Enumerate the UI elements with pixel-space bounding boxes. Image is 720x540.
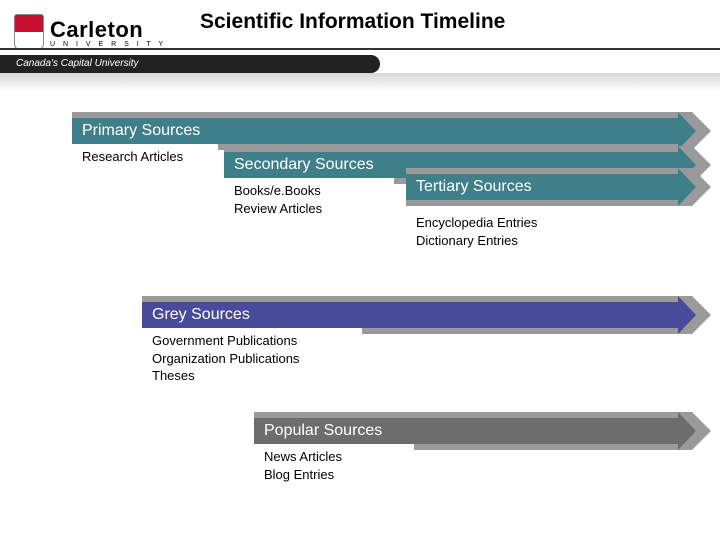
popular-header: Popular Sources <box>254 418 678 444</box>
tertiary-label: Tertiary Sources <box>416 178 532 195</box>
primary-item: Research Articles <box>82 148 208 166</box>
secondary-item: Books/e.Books <box>234 182 384 200</box>
university-name: Carleton <box>50 17 166 43</box>
tagline: Canada's Capital University <box>0 55 380 73</box>
header: Carleton U N I V E R S I T Y Scientific … <box>0 0 720 78</box>
grey-body: Government Publications Organization Pub… <box>142 328 362 389</box>
primary-body: Research Articles <box>72 144 218 170</box>
tertiary-item: Dictionary Entries <box>416 232 566 250</box>
grey-label: Grey Sources <box>152 306 250 323</box>
grey-item: Organization Publications <box>152 350 352 368</box>
popular-body: News Articles Blog Entries <box>254 444 414 487</box>
page-title: Scientific Information Timeline <box>200 10 505 34</box>
grey-header: Grey Sources <box>142 302 678 328</box>
divider <box>0 48 720 50</box>
secondary-body: Books/e.Books Review Articles <box>224 178 394 221</box>
secondary-item: Review Articles <box>234 200 384 218</box>
shield-icon <box>14 14 44 50</box>
popular-item: News Articles <box>264 448 404 466</box>
popular-label: Popular Sources <box>264 422 382 439</box>
tertiary-item: Encyclopedia Entries <box>416 214 566 232</box>
wordmark: Carleton U N I V E R S I T Y <box>50 17 166 48</box>
secondary-label: Secondary Sources <box>234 156 374 173</box>
tertiary-body: Encyclopedia Entries Dictionary Entries <box>406 210 576 253</box>
logo: Carleton U N I V E R S I T Y <box>14 14 166 50</box>
tertiary-header: Tertiary Sources <box>406 174 678 200</box>
header-fade <box>0 73 720 91</box>
grey-item: Theses <box>152 367 352 385</box>
university-sub: U N I V E R S I T Y <box>50 41 166 48</box>
grey-item: Government Publications <box>152 332 352 350</box>
primary-header: Primary Sources <box>72 118 678 144</box>
popular-item: Blog Entries <box>264 466 404 484</box>
primary-label: Primary Sources <box>82 122 200 139</box>
